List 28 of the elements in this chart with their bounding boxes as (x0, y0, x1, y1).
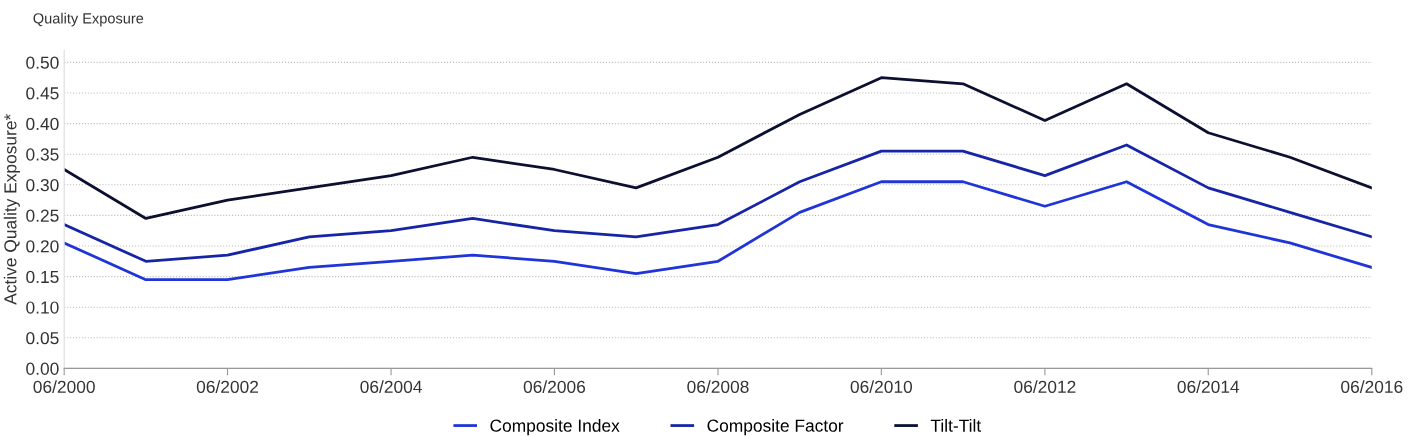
y-tick-label: 0.30 (26, 178, 59, 192)
y-tick-label: 0.00 (26, 362, 59, 375)
y-tick-label: 0.25 (26, 209, 59, 222)
line-series (64, 76, 1372, 220)
chart-title: Quality Exposure (33, 12, 144, 27)
y-tick-label: 0.35 (26, 148, 59, 161)
y-tick-label: 0.10 (26, 301, 59, 314)
line-series (64, 180, 1372, 282)
x-tick-label: 06/2016 (1341, 380, 1403, 393)
legend-label: Composite Factor (707, 419, 844, 436)
y-tick-label: 0.45 (26, 87, 59, 100)
y-tick-label: 0.50 (26, 56, 59, 69)
x-tick-label: 06/2008 (687, 380, 749, 393)
x-tick-label: 06/2010 (850, 380, 913, 393)
legend-label: Composite Index (490, 419, 620, 436)
y-tick-label: 0.40 (26, 117, 59, 131)
x-tick-label: 06/2000 (33, 380, 95, 393)
x-tick-label: 06/2014 (1177, 380, 1240, 393)
x-tick-label: 06/2012 (1014, 380, 1076, 393)
y-tick-label: 0.05 (26, 331, 59, 345)
x-tick-label: 06/2006 (523, 380, 586, 393)
y-axis-title: Active Quality Exposure* (3, 114, 20, 305)
x-tick-label: 06/2002 (196, 380, 259, 393)
x-tick-label: 06/2004 (360, 380, 422, 393)
y-tick-label: 0.20 (26, 240, 59, 253)
line-series (64, 143, 1372, 263)
y-tick-label: 0.15 (26, 270, 59, 284)
legend-label: Tilt-Tilt (930, 419, 982, 432)
